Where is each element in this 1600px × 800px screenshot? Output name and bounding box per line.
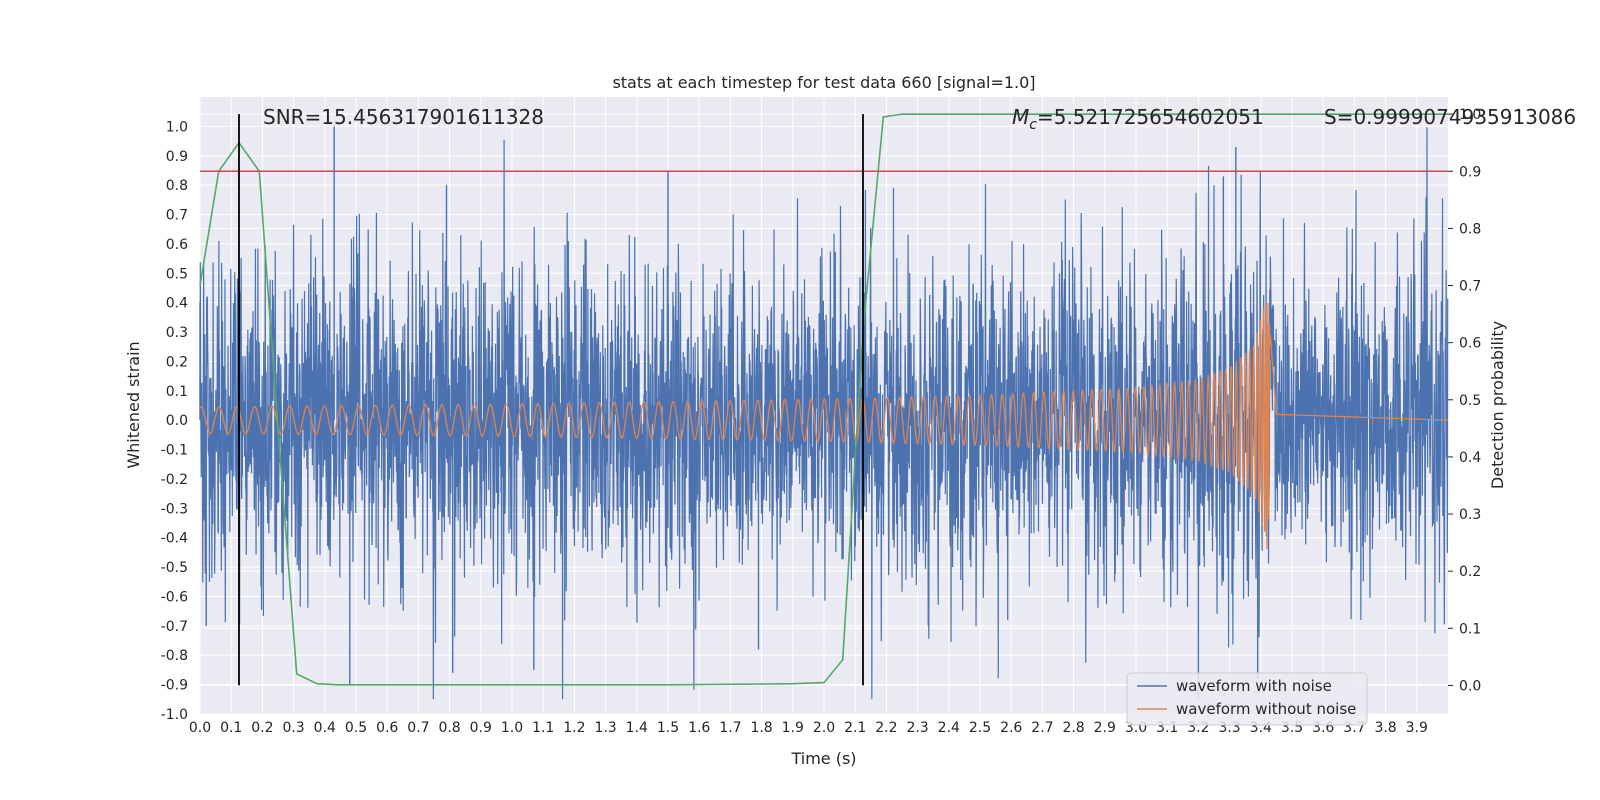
x-tick-label: 2.0 bbox=[813, 720, 835, 736]
waveform-without-noise-line bbox=[199, 302, 1448, 549]
series-detection-probability bbox=[199, 113, 1448, 686]
x-tick-label: 0.2 bbox=[251, 720, 273, 736]
x-tick-label: 0.0 bbox=[189, 720, 211, 736]
y-tick-label: 0.7 bbox=[166, 208, 188, 224]
x-tick-label: 3.8 bbox=[1374, 720, 1396, 736]
x-tick-label: 2.6 bbox=[1000, 720, 1022, 736]
snr-annotation: SNR=15.456317901611328 bbox=[263, 105, 544, 129]
y2-axis-ticks: 0.0 0.1 0.2 0.3 0.4 0.5 0.6 0.7 0.8 0.9 1.0 bbox=[1448, 107, 1481, 694]
y-tick-label: -0.6 bbox=[161, 589, 188, 605]
y2-tick-label: 0.3 bbox=[1459, 507, 1481, 523]
y2-tick-label: 0.1 bbox=[1459, 621, 1481, 637]
chart-title: stats at each timestep for test data 660… bbox=[612, 73, 1035, 92]
legend: waveform with noise waveform without noi… bbox=[1126, 672, 1368, 726]
x-tick-label: 1.4 bbox=[626, 720, 648, 736]
y2-tick-label: 0.0 bbox=[1459, 678, 1481, 694]
y-tick-label: -0.2 bbox=[161, 472, 188, 488]
y-tick-label: -1.0 bbox=[161, 707, 188, 723]
x-tick-label: 0.6 bbox=[376, 720, 398, 736]
x-tick-label: 2.2 bbox=[875, 720, 897, 736]
y-tick-label: 1.0 bbox=[166, 119, 188, 135]
y-tick-label: 0.6 bbox=[166, 237, 188, 253]
y-tick-label: -0.1 bbox=[161, 443, 188, 459]
y-tick-label: -0.4 bbox=[161, 531, 188, 547]
chirp-mass-annotation: Mc=5.521725654602051 bbox=[1012, 105, 1264, 133]
reference-lines bbox=[200, 114, 1448, 686]
y-tick-label: -0.3 bbox=[161, 501, 188, 517]
chirp-mass-value: =5.521725654602051 bbox=[1037, 105, 1264, 129]
y-tick-label: -0.9 bbox=[161, 678, 188, 694]
x-tick-label: 3.9 bbox=[1406, 720, 1428, 736]
x-tick-label: 2.5 bbox=[969, 720, 991, 736]
y-tick-label: 0.3 bbox=[166, 325, 188, 341]
x-tick-label: 0.1 bbox=[220, 720, 242, 736]
y2-tick-label: 0.2 bbox=[1459, 564, 1481, 580]
y2-tick-label: 0.6 bbox=[1459, 336, 1481, 352]
series-waveform-without-noise bbox=[199, 302, 1448, 549]
x-tick-label: 0.7 bbox=[407, 720, 429, 736]
detection-probability-line bbox=[199, 113, 1448, 686]
y2-tick-label: 0.4 bbox=[1459, 450, 1481, 466]
y2-axis-label: Detection probability bbox=[1488, 321, 1507, 489]
x-tick-label: 1.2 bbox=[563, 720, 585, 736]
x-tick-label: 2.4 bbox=[938, 720, 960, 736]
y-tick-label: 0.0 bbox=[166, 413, 188, 429]
y2-tick-label: 1.0 bbox=[1459, 107, 1481, 123]
x-tick-label: 2.7 bbox=[1031, 720, 1053, 736]
x-axis-ticks: 0.0 0.1 0.2 0.3 0.4 0.5 0.6 0.7 0.8 0.9 1.0 1.1 1.2 1… bbox=[189, 720, 1428, 736]
x-tick-label: 1.5 bbox=[657, 720, 679, 736]
x-tick-label: 1.8 bbox=[750, 720, 772, 736]
y-axis-label: Whitened strain bbox=[124, 341, 143, 468]
x-tick-label: 1.6 bbox=[688, 720, 710, 736]
y-tick-label: 0.5 bbox=[166, 266, 188, 282]
x-tick-label: 0.8 bbox=[438, 720, 460, 736]
chirp-mass-subscript: c bbox=[1029, 117, 1037, 133]
x-tick-label: 2.9 bbox=[1094, 720, 1116, 736]
y2-tick-label: 0.9 bbox=[1459, 164, 1481, 180]
y2-tick-label: 0.7 bbox=[1459, 279, 1481, 295]
x-tick-label: 2.3 bbox=[906, 720, 928, 736]
y-tick-label: 0.9 bbox=[166, 149, 188, 165]
chirp-mass-symbol: M bbox=[1012, 105, 1029, 129]
x-tick-label: 0.9 bbox=[470, 720, 492, 736]
y-tick-label: 0.2 bbox=[166, 354, 188, 370]
legend-label-clean: waveform without noise bbox=[1176, 700, 1356, 718]
x-tick-label: 2.1 bbox=[844, 720, 866, 736]
x-tick-label: 1.9 bbox=[782, 720, 804, 736]
x-tick-label: 1.3 bbox=[594, 720, 616, 736]
x-tick-label: 0.4 bbox=[314, 720, 336, 736]
y-tick-label: 0.8 bbox=[166, 178, 188, 194]
y2-tick-label: 0.5 bbox=[1459, 393, 1481, 409]
y-axis-ticks: -1.0 -0.9 -0.8 -0.7 -0.6 -0.5 -0.4 -0.3 -0.2 -0.1… bbox=[161, 119, 188, 723]
y-tick-label: 0.1 bbox=[166, 384, 188, 400]
x-tick-label: 2.8 bbox=[1062, 720, 1084, 736]
y-tick-label: -0.7 bbox=[161, 619, 188, 635]
legend-label-noise: waveform with noise bbox=[1176, 677, 1332, 695]
series-waveform-with-noise bbox=[199, 126, 1449, 700]
x-axis-label: Time (s) bbox=[790, 749, 856, 768]
x-tick-label: 1.1 bbox=[532, 720, 554, 736]
x-tick-label: 1.7 bbox=[719, 720, 741, 736]
y2-tick-label: 0.8 bbox=[1459, 221, 1481, 237]
x-tick-label: 0.3 bbox=[282, 720, 304, 736]
legend-box bbox=[1126, 672, 1368, 726]
x-tick-label: 0.5 bbox=[345, 720, 367, 736]
y-tick-label: 0.4 bbox=[166, 296, 188, 312]
waveform-with-noise-line bbox=[199, 127, 1449, 700]
y-tick-label: -0.5 bbox=[161, 560, 188, 576]
x-tick-label: 1.0 bbox=[501, 720, 523, 736]
stat-annotation: S=0.9999074935913086 bbox=[1324, 105, 1576, 129]
y-tick-label: -0.8 bbox=[161, 648, 188, 664]
